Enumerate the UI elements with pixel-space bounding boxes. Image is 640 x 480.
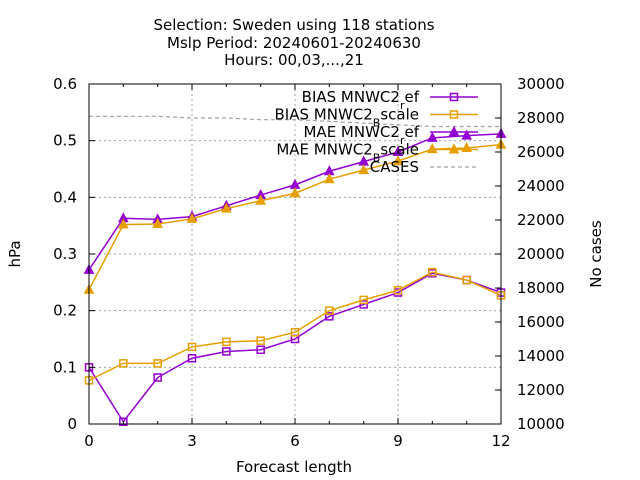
data-point (358, 164, 369, 175)
y2-axis-label: No cases (587, 220, 605, 288)
legend-marker (449, 92, 459, 102)
title-line-3: Hours: 00,03,...,21 (224, 51, 364, 69)
data-point (427, 131, 438, 142)
data-point (392, 154, 404, 166)
legend-marker (448, 125, 460, 136)
series-0 (84, 269, 506, 426)
data-point (428, 267, 437, 277)
data-point (186, 212, 198, 223)
legend-label: BIAS MNWC2ref (302, 88, 420, 112)
y2-tick-label: 10000 (517, 415, 565, 433)
legend-marker (448, 143, 460, 154)
data-point (324, 173, 335, 184)
y2-tick-label: 22000 (517, 211, 565, 229)
y-tick-label: 0.1 (53, 358, 77, 376)
data-point (119, 417, 128, 426)
y2-tick-label: 16000 (517, 313, 565, 331)
legend-item: MAE MNWC2ref (303, 123, 478, 147)
data-point (153, 359, 162, 368)
data-point (255, 194, 266, 205)
y-tick-label: 0.5 (53, 132, 77, 150)
data-point (256, 336, 265, 345)
y-tick-label: 0.2 (53, 302, 77, 320)
data-point (289, 187, 301, 198)
series-line (88, 143, 502, 291)
data-point (153, 373, 162, 382)
x-tick-label: 12 (491, 432, 510, 450)
x-tick-label: 0 (84, 432, 94, 450)
data-point (118, 218, 129, 229)
y2-tick-label: 12000 (517, 381, 565, 399)
y2-tick-label: 20000 (517, 245, 565, 263)
series-layer (83, 127, 507, 426)
legend-item: BIAS MNWC2Bscale (275, 106, 478, 130)
legend-marker (449, 110, 459, 119)
legend-label: MAE MNWC2Bscale (276, 141, 419, 165)
y2-tick-label: 24000 (517, 177, 565, 195)
y-tick-label: 0 (67, 415, 77, 433)
data-point (152, 217, 163, 228)
data-point (461, 129, 472, 140)
x-tick-label: 9 (393, 432, 403, 450)
y-axis-label: hPa (6, 240, 24, 267)
y-tick-label: 0.4 (53, 188, 77, 206)
grid (89, 84, 501, 424)
axis-ticks: 0 3 6 9 12 0 0.1 0.2 0.3 0.4 0.5 0.6 10000 12000 14000… (53, 75, 565, 450)
series-4 (89, 115, 501, 128)
legend-item: CASES (370, 158, 478, 176)
chart-title: Selection: Sweden using 118 stations Msl… (153, 16, 434, 69)
legend-label: BIAS MNWC2Bscale (275, 106, 419, 130)
data-point (427, 143, 438, 154)
data-point (325, 306, 334, 315)
legend-item: BIAS MNWC2ref (302, 88, 478, 112)
series-line (88, 272, 502, 424)
y-tick-label: 0.6 (53, 75, 77, 93)
data-point (119, 359, 128, 368)
data-point (222, 347, 231, 356)
x-tick-label: 3 (187, 432, 197, 450)
data-point (462, 275, 471, 285)
y2-tick-label: 28000 (517, 109, 565, 127)
data-point (393, 286, 403, 295)
legend-label: MAE MNWC2ref (303, 123, 419, 147)
data-point (222, 337, 231, 347)
legend-item: MAE MNWC2Bscale (276, 141, 478, 165)
data-point (359, 295, 368, 305)
y2-tick-label: 18000 (517, 279, 565, 297)
data-point (325, 312, 334, 321)
y2-tick-label: 14000 (517, 347, 565, 365)
data-point (359, 300, 368, 309)
legend-label: CASES (370, 158, 419, 176)
y2-tick-label: 30000 (517, 75, 565, 93)
data-point (256, 345, 265, 355)
x-tick-label: 6 (290, 432, 300, 450)
cases-layer (89, 115, 501, 128)
x-axis-label: Forecast length (236, 458, 352, 476)
data-point (221, 202, 232, 213)
data-point (187, 342, 197, 352)
series-line (88, 271, 502, 382)
series-line (89, 115, 501, 128)
data-point (187, 354, 197, 363)
title-line-1: Selection: Sweden using 118 stations (153, 16, 434, 34)
title-line-2: Mslp Period: 20240601-20240630 (167, 34, 421, 52)
data-point (290, 327, 300, 337)
y-tick-label: 0.3 (53, 245, 77, 263)
y2-tick-label: 26000 (517, 143, 565, 161)
